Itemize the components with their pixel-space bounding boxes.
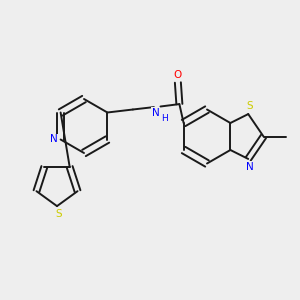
Text: S: S: [55, 208, 62, 219]
Text: S: S: [246, 101, 253, 111]
Text: H: H: [161, 114, 168, 123]
Text: N: N: [152, 107, 159, 118]
Text: N: N: [50, 134, 58, 145]
Text: N: N: [246, 162, 253, 172]
Text: O: O: [174, 70, 182, 80]
